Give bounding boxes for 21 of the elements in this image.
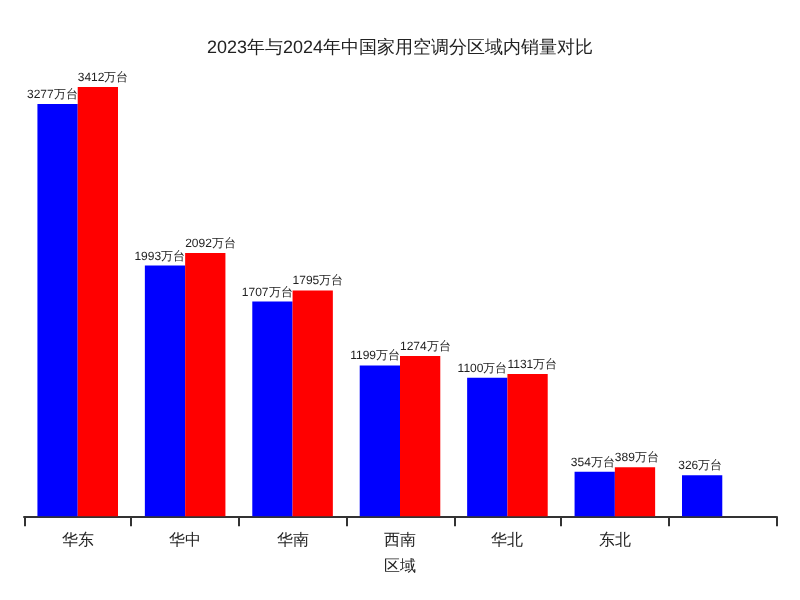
bar xyxy=(252,301,293,517)
bar xyxy=(574,471,615,517)
bar xyxy=(359,365,400,517)
bar xyxy=(185,253,226,517)
x-tick-label: 东北 xyxy=(598,531,631,550)
x-tick-label: 华南 xyxy=(276,531,309,550)
bar xyxy=(682,475,723,517)
x-tick-label: 华东 xyxy=(61,531,94,550)
bar xyxy=(292,290,333,517)
x-tick-label: 华中 xyxy=(169,531,202,550)
bar xyxy=(400,355,441,517)
bar xyxy=(467,377,508,517)
bar xyxy=(77,87,118,517)
x-tick-label: 华北 xyxy=(491,531,524,550)
chart-title: 2023年与2024年中国家用空调分区域内销量对比 xyxy=(206,37,594,57)
x-axis-title: 区域 xyxy=(384,557,416,575)
bar xyxy=(37,104,78,517)
bar xyxy=(144,265,186,517)
bar xyxy=(614,467,656,517)
x-tick-label: 西南 xyxy=(384,531,416,550)
bar xyxy=(507,373,548,517)
